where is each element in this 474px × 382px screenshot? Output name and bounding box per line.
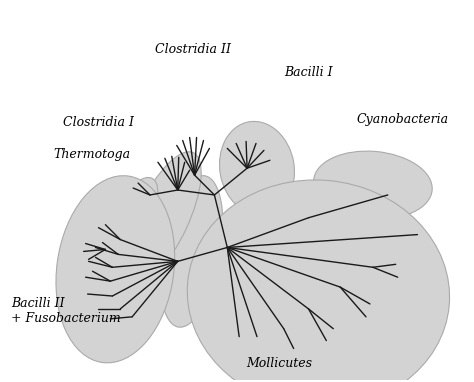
Text: Clostridia II: Clostridia II	[155, 44, 230, 57]
Ellipse shape	[125, 152, 201, 284]
Ellipse shape	[117, 178, 158, 236]
Text: Bacilli II
+ Fusobacterium: Bacilli II + Fusobacterium	[11, 297, 121, 325]
Text: Clostridia I: Clostridia I	[63, 116, 134, 129]
Text: Cyanobacteria: Cyanobacteria	[356, 113, 448, 126]
Ellipse shape	[160, 176, 223, 327]
Ellipse shape	[187, 180, 449, 382]
Ellipse shape	[219, 121, 294, 215]
Ellipse shape	[56, 176, 175, 363]
Text: Thermotoga: Thermotoga	[53, 148, 130, 162]
Ellipse shape	[314, 151, 432, 219]
Text: Bacilli I: Bacilli I	[284, 66, 332, 79]
Text: Mollicutes: Mollicutes	[246, 357, 312, 370]
